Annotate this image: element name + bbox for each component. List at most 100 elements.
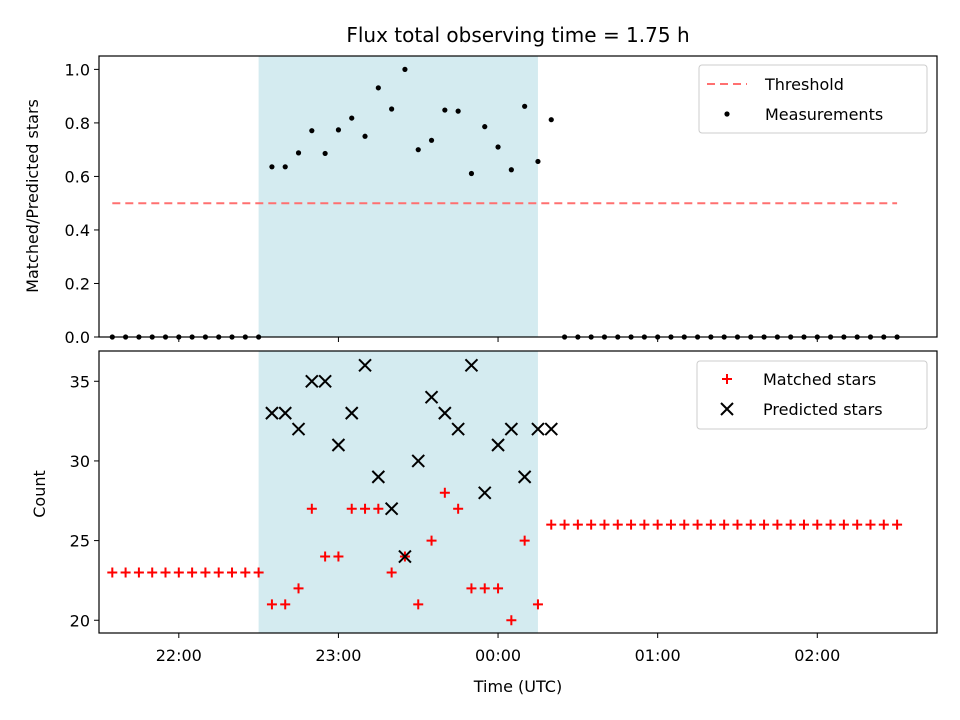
matched-star-point	[532, 599, 543, 610]
legend-matched-swatch	[722, 374, 732, 384]
measurement-point	[455, 108, 461, 114]
predicted-star-point	[451, 422, 465, 436]
matched-star-point	[612, 519, 623, 530]
top-chart: 0.0 0.2 0.4 0.6 0.8 1.0 Flux total observing …	[23, 23, 938, 347]
matched-stars-points	[107, 487, 903, 626]
predicted-star-point	[358, 358, 372, 373]
matched-star-point	[266, 599, 277, 610]
matched-star-point	[639, 519, 650, 530]
measurement-point	[442, 107, 448, 113]
measurement-point	[295, 150, 302, 156]
measurement-point	[548, 117, 554, 123]
matched-star-point	[559, 519, 570, 530]
predicted-star-point	[478, 486, 492, 500]
matched-star-point	[240, 567, 251, 578]
matched-star-point	[173, 567, 184, 578]
matched-star-point	[426, 535, 437, 546]
matched-star-point	[346, 503, 357, 514]
top-observing-interval	[258, 56, 538, 337]
matched-star-point	[453, 503, 464, 514]
predicted-star-point	[491, 438, 505, 452]
predicted-star-point	[504, 422, 519, 436]
top-y-axis-label: Matched/Predicted stars	[23, 99, 42, 293]
x-tick-label: 01:00	[635, 646, 681, 665]
measurement-point	[428, 137, 435, 143]
matched-star-point	[772, 519, 783, 530]
y-tick-label: 25	[70, 532, 90, 551]
matched-star-point	[546, 519, 557, 530]
matched-star-point	[665, 519, 676, 530]
matched-star-point	[280, 599, 291, 610]
legend-matched-label: Matched stars	[763, 370, 876, 389]
bottom-legend: Matched stars Predicted stars	[696, 360, 928, 430]
matched-star-point	[479, 583, 490, 594]
predicted-star-point	[318, 374, 332, 388]
matched-star-point	[892, 519, 903, 530]
matched-star-point	[519, 535, 530, 546]
matched-star-point	[373, 503, 384, 514]
matched-star-point	[705, 519, 716, 530]
x-tick-label: 02:00	[794, 646, 840, 665]
predicted-stars-points	[265, 358, 558, 564]
matched-star-point	[759, 519, 770, 530]
measurement-point	[362, 133, 368, 139]
measurement-point	[269, 164, 275, 170]
predicted-star-point	[345, 406, 359, 420]
matched-star-point	[865, 519, 876, 530]
y-tick-label: 0.4	[65, 221, 90, 240]
matched-star-point	[506, 615, 517, 626]
legend-predicted-marker	[720, 402, 734, 416]
matched-star-point	[652, 519, 663, 530]
matched-star-point	[187, 567, 198, 578]
matched-star-point	[812, 519, 823, 530]
legend-matched-marker	[722, 374, 732, 384]
matched-star-point	[599, 519, 610, 530]
predicted-star-point	[331, 438, 346, 452]
predicted-star-point	[438, 406, 452, 420]
matched-star-point	[679, 519, 690, 530]
predicted-star-point	[411, 454, 425, 468]
bottom-x-ticks: 22:00 23:00 00:00 01:00 02:00	[156, 633, 840, 665]
predicted-star-point	[278, 406, 292, 420]
legend-threshold-label: Threshold	[764, 75, 844, 94]
top-y-ticks: 0.0 0.2 0.4 0.6 0.8 1.0	[65, 60, 99, 347]
bottom-legend-box	[696, 360, 928, 430]
matched-star-point	[133, 567, 144, 578]
matched-star-point	[439, 487, 450, 498]
y-tick-label: 30	[70, 452, 90, 471]
predicted-star-point	[265, 406, 279, 420]
legend-measurements-label: Measurements	[765, 105, 883, 124]
matched-star-point	[878, 519, 889, 530]
matched-star-point	[360, 503, 371, 514]
y-tick-label: 0.6	[65, 167, 90, 186]
measurement-point	[415, 147, 421, 153]
matched-star-point	[293, 583, 304, 594]
legend-predicted-swatch	[720, 402, 734, 416]
predicted-star-point	[531, 422, 545, 436]
measurement-point	[522, 103, 528, 109]
matched-star-point	[626, 519, 637, 530]
y-tick-label: 0.8	[65, 114, 90, 133]
chart-title: Flux total observing time = 1.75 h	[346, 23, 689, 47]
predicted-star-point	[424, 390, 439, 404]
top-x-ticks	[178, 337, 818, 342]
matched-star-point	[798, 519, 809, 530]
y-tick-label: 35	[70, 372, 90, 391]
x-tick-label: 23:00	[315, 646, 361, 665]
matched-star-point	[160, 567, 171, 578]
top-legend-box	[698, 64, 928, 134]
bottom-observing-interval	[258, 351, 538, 633]
matched-star-point	[466, 583, 477, 594]
measurement-point	[309, 128, 315, 134]
matched-star-point	[200, 567, 211, 578]
x-tick-label: 22:00	[156, 646, 202, 665]
measurement-point	[375, 85, 381, 91]
matched-star-point	[227, 567, 238, 578]
measurement-point	[402, 66, 408, 72]
matched-star-point	[692, 519, 703, 530]
y-tick-label: 0.2	[65, 274, 90, 293]
y-tick-label: 0.0	[65, 328, 90, 347]
top-legend: Threshold Measurements	[698, 64, 928, 134]
matched-star-point	[333, 551, 344, 562]
matched-star-point	[120, 567, 131, 578]
